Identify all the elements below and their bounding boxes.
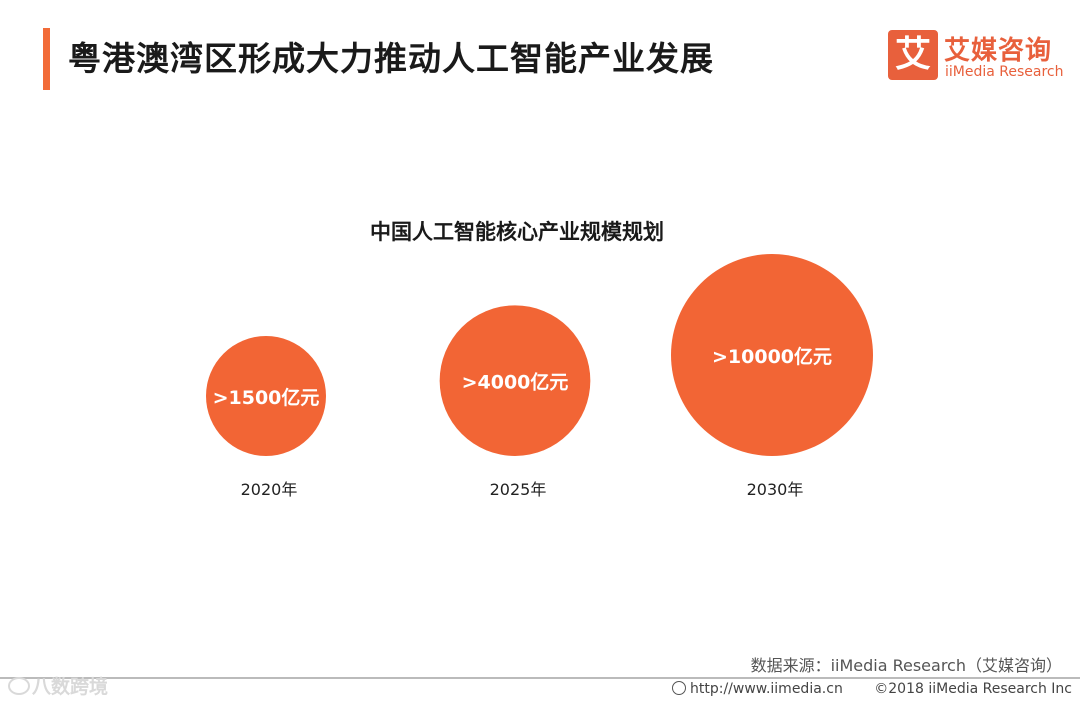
logo-name-en: iiMedia Research — [945, 64, 1064, 80]
bubble-label-1: >1500亿元 — [213, 386, 320, 409]
chat-bubble-icon — [8, 677, 30, 695]
footer-divider — [0, 677, 1080, 679]
copyright: ©2018 iiMedia Research Inc — [874, 681, 1072, 697]
category-label-3: 2030年 — [747, 480, 804, 499]
footer-url: http://www.iimedia.cn — [672, 681, 843, 697]
data-source: 数据来源：iiMedia Research（艾媒咨询） — [750, 656, 1062, 675]
footer-url-text: http://www.iimedia.cn — [690, 681, 843, 697]
bubble-chart: 中国人工智能核心产业规模规划 >1500亿元 2020年 >4000亿元 2025年 >1… — [206, 220, 873, 499]
page-title: 粤港澳湾区形成大力推动人工智能产业发展 — [68, 39, 714, 78]
bubble-3 — [671, 254, 873, 456]
category-label-2: 2025年 — [490, 480, 547, 499]
globe-icon — [672, 681, 686, 695]
watermark: 八数跨境 — [8, 672, 108, 699]
title-accent-bar — [43, 28, 50, 90]
watermark-text: 八数跨境 — [32, 676, 109, 698]
chart-title: 中国人工智能核心产业规模规划 — [370, 220, 664, 244]
logo-mark: 艾 — [888, 30, 938, 80]
category-label-1: 2020年 — [241, 480, 298, 499]
logo-name-cn: 艾媒咨询 — [944, 36, 1053, 66]
bubble-2 — [439, 305, 591, 456]
bubble-label-2: >4000亿元 — [462, 371, 569, 394]
iimedia-logo: 艾 艾媒咨询 iiMedia Research — [888, 30, 1064, 84]
bubble-1 — [206, 336, 326, 456]
bubble-label-3: >10000亿元 — [712, 345, 832, 368]
